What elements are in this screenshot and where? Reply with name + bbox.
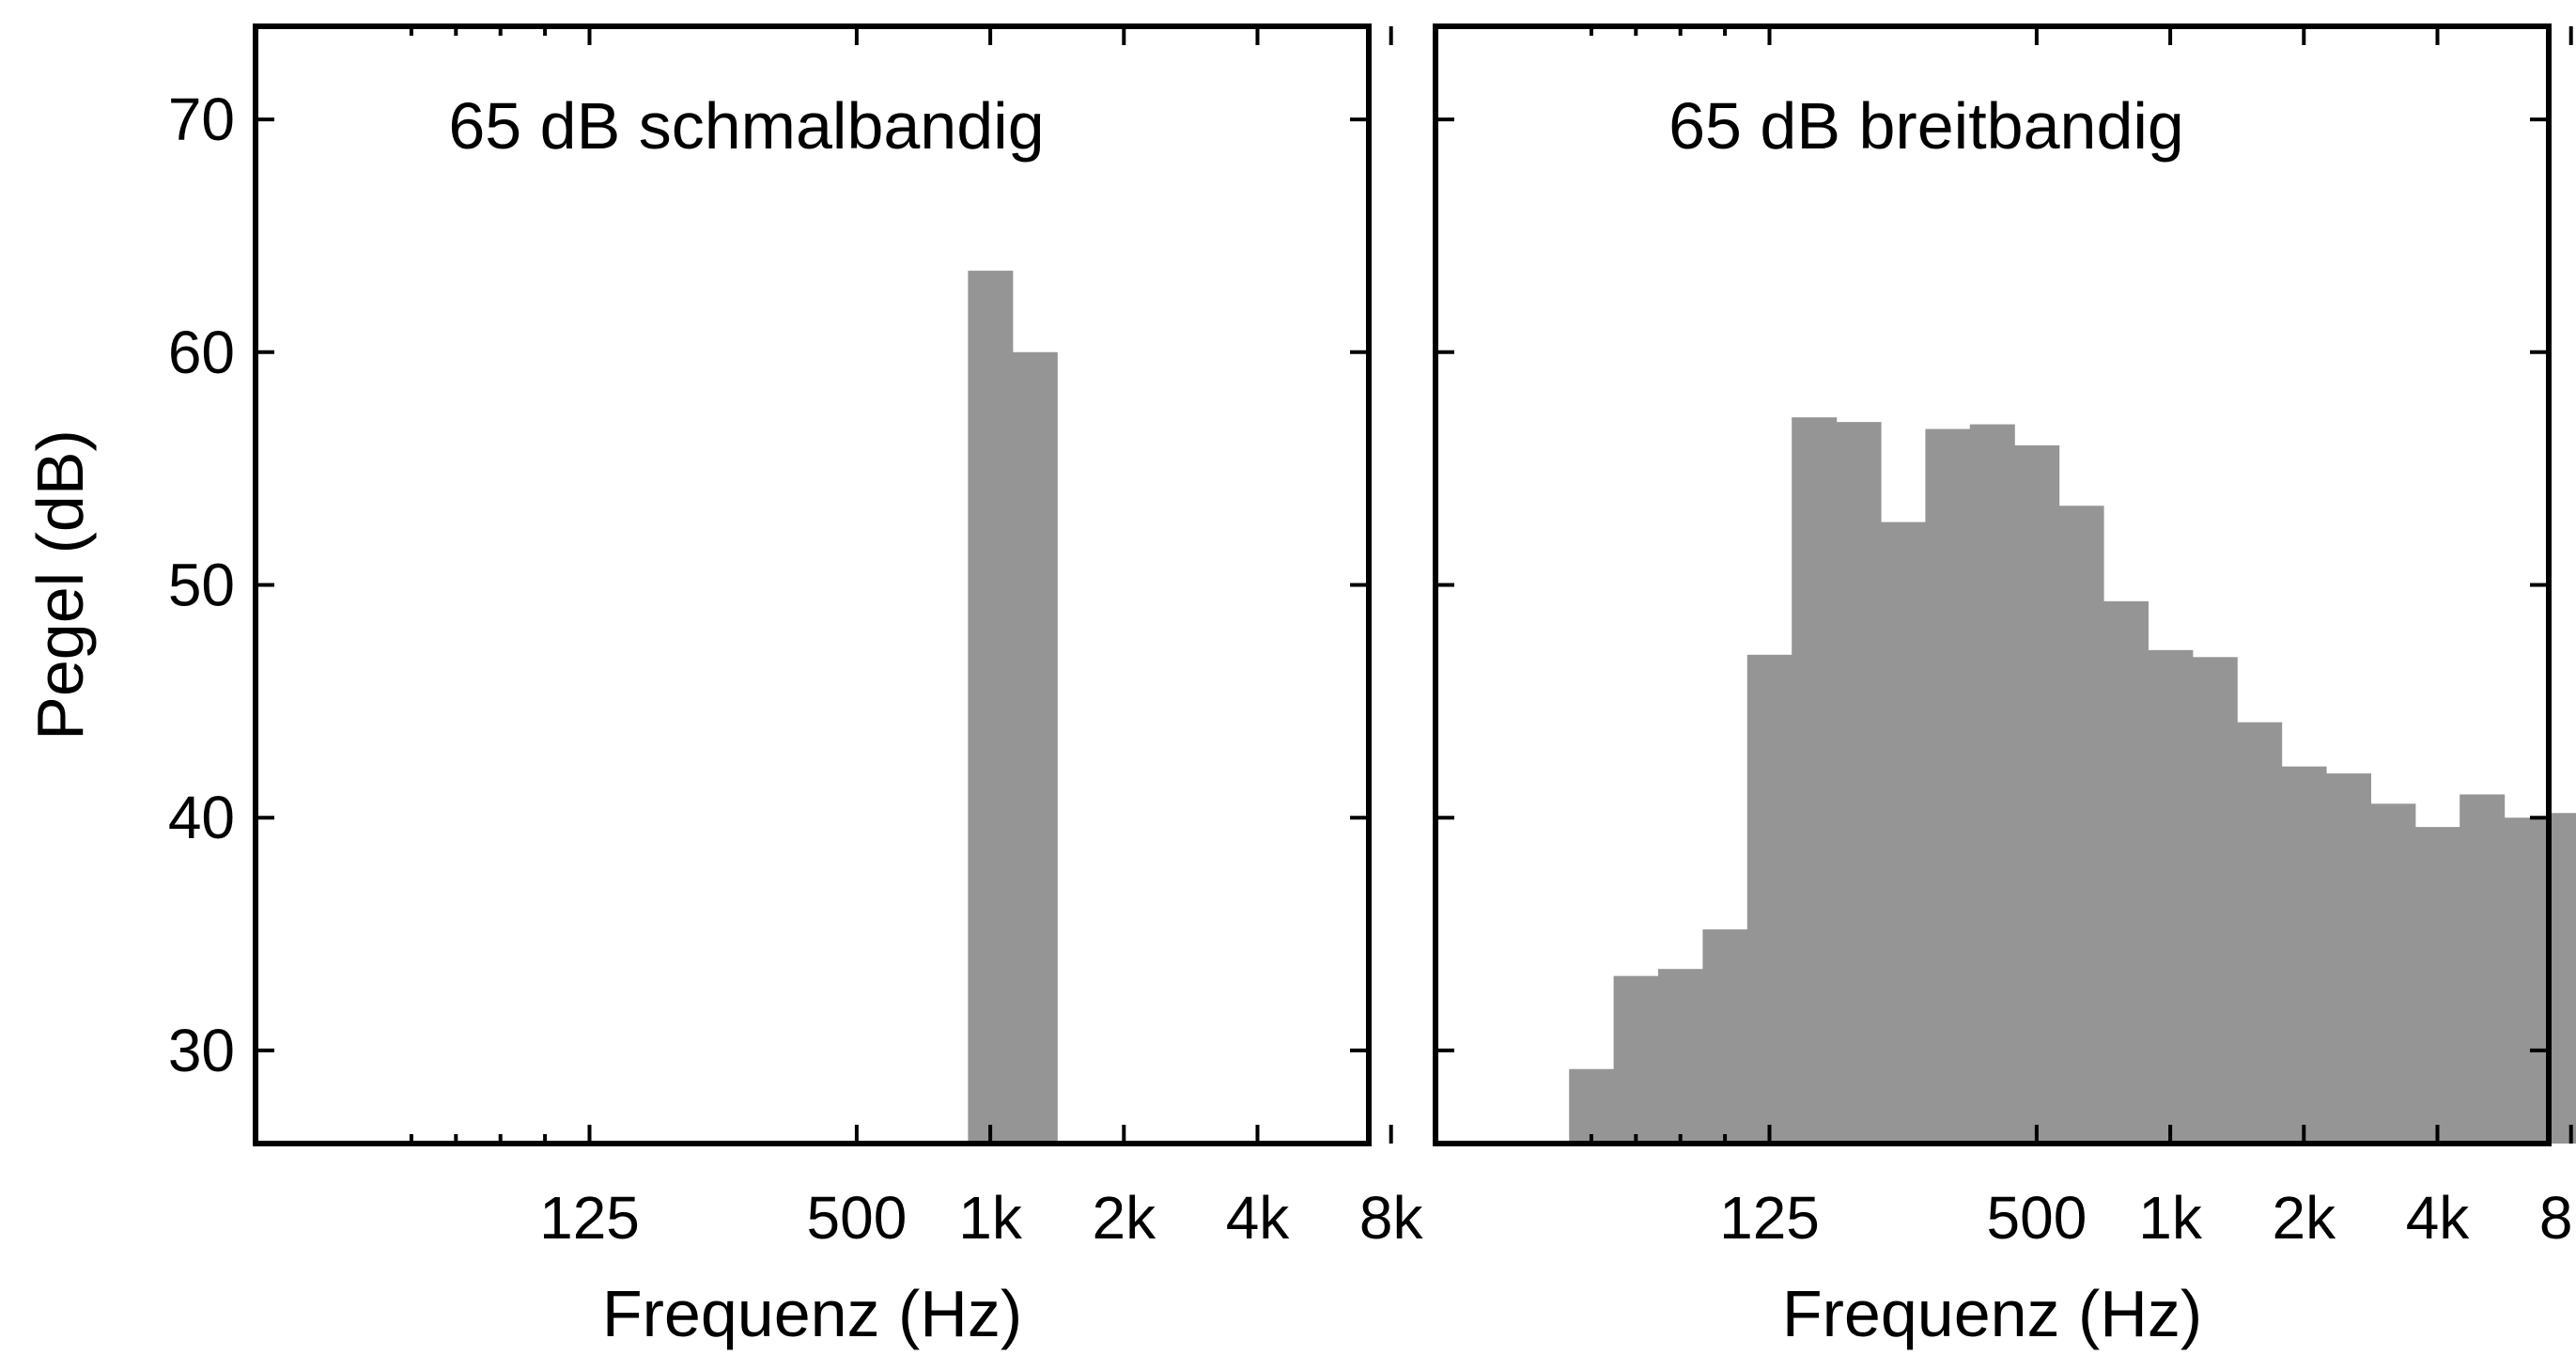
bar-22	[2549, 813, 2576, 1144]
bar-8	[1925, 428, 1971, 1144]
panel-title: 65 dB schmalbandig	[448, 89, 1044, 163]
x-tick-label: 500	[807, 1184, 908, 1252]
x-tick-label: 4k	[1226, 1184, 1291, 1252]
bar-20	[2460, 794, 2506, 1144]
bar-3	[1702, 929, 1748, 1144]
bar-2	[1658, 969, 1703, 1144]
bar-4	[1746, 654, 1792, 1144]
bar-21	[2504, 817, 2550, 1144]
y-tick-label: 50	[168, 552, 235, 619]
x-tick-label: 1k	[958, 1184, 1023, 1252]
bar-11	[2058, 506, 2104, 1144]
bar-16	[2281, 766, 2327, 1144]
plot-frame	[253, 23, 1372, 1146]
bar-12	[2103, 600, 2149, 1144]
bar-5	[1792, 417, 1838, 1144]
panel-title: 65 dB breitbandig	[1668, 89, 2184, 163]
bar-6	[1836, 422, 1882, 1144]
bar-0	[1569, 1068, 1615, 1144]
y-tick-label: 30	[168, 1017, 235, 1084]
y-tick-label: 40	[168, 784, 235, 851]
x-tick-label: 1k	[2138, 1184, 2203, 1252]
bar-18	[2370, 803, 2416, 1144]
panel-narrowband: 30 40 50 60 70 125 500 1k 2k 4k 8k 65 dB schmalband…	[23, 23, 1424, 1350]
bar-19	[2414, 827, 2460, 1144]
bar-1	[1012, 351, 1058, 1144]
y-tick-label: 60	[168, 319, 235, 386]
x-tick-label: 8k	[2539, 1184, 2576, 1252]
bar-15	[2237, 722, 2283, 1144]
bar-14	[2192, 657, 2238, 1144]
bar-10	[2014, 444, 2060, 1144]
plot-frame	[1433, 23, 2552, 1146]
x-tick-label: 2k	[2273, 1184, 2337, 1252]
bar-1	[1613, 975, 1659, 1144]
bar-7	[1881, 522, 1926, 1144]
x-tick-label: 125	[1719, 1184, 1820, 1252]
x-tick-label: 125	[539, 1184, 640, 1252]
bar-9	[1969, 424, 2015, 1144]
y-tick-label: 70	[168, 86, 235, 153]
x-axis-label: Frequenz (Hz)	[602, 1277, 1022, 1350]
bar-13	[2148, 649, 2194, 1144]
panel-broadband: 125 500 1k 2k 4k 8k 65 dB breitbandig Frequenz …	[1433, 23, 2576, 1350]
bar-0	[968, 271, 1014, 1144]
bar-17	[2326, 773, 2371, 1144]
x-tick-label: 4k	[2406, 1184, 2471, 1252]
x-tick-label: 8k	[1359, 1184, 1424, 1252]
x-axis-label: Frequenz (Hz)	[1782, 1277, 2202, 1350]
x-tick-label: 2k	[1093, 1184, 1157, 1252]
y-axis-label: Pegel (dB)	[23, 429, 97, 740]
x-tick-label: 500	[1987, 1184, 2087, 1252]
